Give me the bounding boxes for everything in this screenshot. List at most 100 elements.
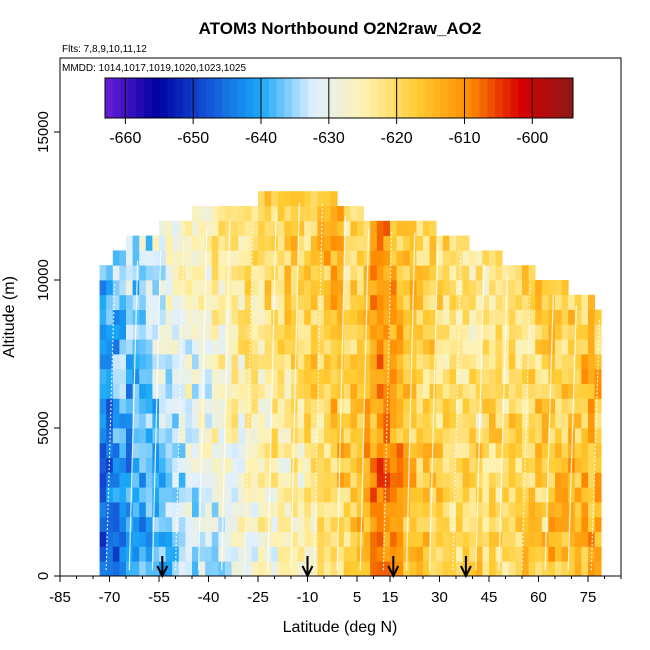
heatmap-cell	[561, 487, 569, 503]
colorbar-swatch	[307, 78, 317, 118]
heatmap-cell	[205, 428, 213, 444]
heatmap-cell	[535, 413, 543, 429]
heatmap-cell	[561, 502, 569, 518]
heatmap-cell	[310, 383, 318, 399]
heatmap-cell	[436, 502, 444, 518]
heatmap-cell	[390, 531, 397, 547]
heatmap-cell	[330, 487, 338, 503]
heatmap-cell	[522, 398, 529, 414]
heatmap-cell	[310, 442, 318, 458]
heatmap-cell	[132, 280, 140, 296]
flight-track-segment	[221, 219, 231, 571]
heatmap-cell	[383, 502, 391, 518]
heatmap-cell	[370, 250, 378, 266]
dates-label: MMDD: 1014,1017,1019,1020,1023,1025	[62, 63, 246, 74]
heatmap-cell	[139, 250, 147, 266]
heatmap-cell	[258, 206, 265, 222]
heatmap-cell	[548, 487, 556, 503]
heatmap-cell	[126, 235, 133, 251]
heatmap-cell	[535, 516, 543, 532]
heatmap-cell	[132, 472, 140, 488]
heatmap-cell	[502, 442, 510, 458]
heatmap-cell	[416, 428, 424, 444]
heatmap-cell	[192, 457, 199, 473]
heatmap-cell	[390, 280, 397, 296]
heatmap-cell	[264, 354, 272, 370]
heatmap-cell	[350, 398, 358, 414]
heatmap-cell	[462, 531, 470, 547]
heatmap-cell	[535, 398, 543, 414]
heatmap-cell	[277, 428, 285, 444]
heatmap-cell	[284, 442, 292, 458]
heatmap-cell	[423, 516, 430, 532]
heatmap-cell	[172, 398, 180, 414]
heatmap-cell	[99, 368, 107, 384]
heatmap-cell	[284, 206, 292, 222]
heatmap-cell	[416, 220, 424, 236]
heatmap-cell	[244, 354, 252, 370]
colorbar-tick-label: -630	[313, 130, 345, 147]
heatmap-cell	[594, 428, 602, 444]
heatmap-cell	[185, 472, 193, 488]
heatmap-cell	[119, 457, 127, 473]
heatmap-cell	[376, 531, 384, 547]
heatmap-cell	[456, 383, 463, 399]
heatmap-cell	[370, 339, 378, 355]
heatmap-cell	[238, 206, 246, 222]
heatmap-cell	[370, 546, 378, 562]
colorbar-swatch	[105, 78, 114, 118]
heatmap-cell	[429, 354, 437, 370]
colorbar-swatch	[120, 78, 129, 118]
heatmap-cell	[588, 516, 595, 532]
heatmap-cell	[139, 309, 147, 325]
heatmap-cell	[264, 398, 272, 414]
heatmap-cell	[555, 561, 562, 577]
heatmap-cell	[376, 294, 384, 310]
colorbar-swatch	[526, 78, 535, 118]
heatmap-cell	[258, 339, 265, 355]
colorbar-swatch	[339, 78, 348, 118]
heatmap-cell	[172, 220, 180, 236]
heatmap-cell	[390, 265, 397, 281]
heatmap-cell	[126, 502, 133, 518]
heatmap-cell	[568, 324, 576, 340]
colorbar-swatch	[401, 78, 410, 118]
heatmap-cell	[291, 457, 298, 473]
heatmap-cell	[363, 354, 371, 370]
heatmap-cell	[508, 280, 516, 296]
heatmap-cell	[370, 368, 378, 384]
heatmap-cell	[310, 324, 318, 340]
heatmap-cell	[271, 413, 279, 429]
heatmap-cell	[574, 339, 582, 355]
heatmap-cell	[139, 324, 147, 340]
heatmap-cell	[264, 191, 272, 207]
heatmap-cell	[304, 383, 312, 399]
heatmap-cell	[244, 220, 252, 236]
heatmap-cell	[165, 220, 173, 236]
heatmap-cell	[390, 309, 397, 325]
heatmap-cell	[304, 487, 312, 503]
heatmap-cell	[159, 354, 166, 370]
heatmap-cell	[132, 561, 140, 577]
heatmap-cell	[574, 354, 582, 370]
heatmap-cell	[324, 294, 331, 310]
heatmap-cell	[555, 368, 562, 384]
heatmap-cell	[482, 516, 490, 532]
heatmap-cell	[423, 339, 430, 355]
heatmap-cell	[376, 383, 384, 399]
heatmap-cell	[271, 472, 279, 488]
heatmap-cell	[383, 561, 391, 577]
heatmap-cell	[489, 309, 496, 325]
heatmap-cell	[291, 280, 298, 296]
heatmap-cell	[541, 413, 549, 429]
heatmap-cell	[403, 235, 411, 251]
heatmap-cell	[449, 442, 457, 458]
heatmap-cell	[297, 457, 305, 473]
heatmap-cell	[106, 502, 114, 518]
x-tick-label: -55	[148, 589, 170, 606]
flight-track-segment	[174, 239, 185, 571]
heatmap-cell	[469, 324, 477, 340]
heatmap-cell	[370, 309, 378, 325]
heatmap-cell	[238, 442, 246, 458]
heatmap-cell	[310, 428, 318, 444]
